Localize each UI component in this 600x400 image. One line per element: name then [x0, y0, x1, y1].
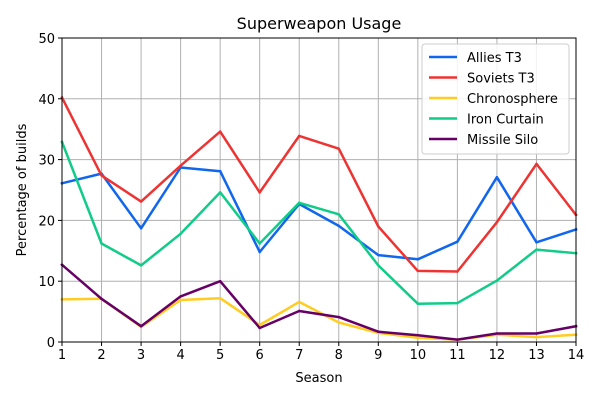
x-tick-label: 1 [58, 348, 66, 363]
x-tick-label: 2 [97, 348, 105, 363]
series-2-point [535, 335, 538, 339]
series-line-4 [60, 263, 578, 341]
series-1-point [416, 269, 420, 273]
legend-label: Iron Curtain [467, 113, 544, 128]
series-4-point [416, 334, 420, 337]
series-0-point [535, 241, 538, 244]
x-axis-title: Season [295, 371, 342, 386]
x-axis-ticks: 1 2 3 4 5 6 7 8 9 10 11 12 13 14 [58, 342, 584, 363]
x-tick-label: 3 [137, 348, 145, 363]
series-0-point [337, 224, 341, 228]
series-1-point [377, 225, 380, 228]
series-4-point [139, 324, 143, 328]
y-tick-label: 50 [38, 32, 55, 47]
legend-label: Soviets T3 [467, 72, 535, 87]
series-1-point [139, 200, 143, 203]
series-3-point [337, 213, 341, 216]
series-1-point [258, 191, 261, 194]
y-tick-label: 0 [47, 336, 55, 351]
plot-frame [61, 37, 577, 343]
x-tick-label: 11 [449, 348, 466, 363]
series-1-point [535, 162, 538, 166]
series-1-point [495, 220, 499, 224]
series-3-point [535, 248, 538, 251]
series-3-point [297, 201, 301, 205]
x-tick-label: 9 [374, 348, 382, 363]
series-3-point [495, 279, 499, 282]
y-tick-label: 10 [38, 275, 55, 290]
legend: Allies T3 Soviets T3 Chronosphere Iron Curt… [421, 43, 570, 155]
series-3-point [139, 264, 143, 267]
x-tick-label: 6 [256, 348, 264, 363]
x-tick-label: 14 [568, 348, 585, 363]
series-3-point [377, 264, 380, 267]
series-4-point [535, 332, 538, 335]
chart-title: Superweapon Usage [237, 14, 402, 33]
series-1-point [297, 134, 301, 138]
series-1-point [179, 164, 182, 167]
series-lines [60, 95, 578, 341]
legend-label: Allies T3 [467, 51, 522, 66]
legend-box [421, 43, 570, 155]
series-3-point [416, 302, 420, 305]
series-1-point [218, 130, 222, 133]
y-axis-title: Percentage of builds [15, 123, 30, 256]
series-line-1 [60, 95, 578, 273]
series-2-point [297, 300, 301, 304]
series-4-point [337, 315, 341, 319]
y-axis-ticks: 0 10 20 30 40 50 [38, 32, 62, 351]
series-2-point [416, 336, 420, 339]
series-0-point [377, 253, 380, 257]
series-4-point [100, 297, 103, 301]
series-0-point [495, 175, 499, 179]
x-tick-label: 13 [528, 348, 545, 363]
series-4-point [297, 309, 301, 313]
series-4-point [258, 326, 261, 330]
series-2-point [218, 296, 222, 300]
series-1-point [456, 270, 459, 273]
series-line-0 [60, 166, 578, 261]
series-2-point [337, 321, 341, 324]
x-tick-label: 10 [410, 348, 427, 363]
series-0-point [258, 250, 261, 254]
y-tick-label: 40 [38, 93, 55, 108]
x-tick-label: 5 [216, 348, 224, 363]
series-0-point [416, 258, 420, 261]
series-1-point [337, 147, 341, 150]
series-2-point [179, 298, 182, 302]
y-tick-label: 20 [38, 214, 55, 229]
series-3-point [100, 242, 103, 245]
series-4-point [179, 295, 182, 298]
x-tick-label: 12 [489, 348, 506, 363]
series-0-point [139, 227, 143, 230]
series-3-point [258, 242, 261, 245]
series-3-point [218, 191, 222, 194]
series-0-point [218, 169, 222, 173]
series-1-point [100, 174, 103, 177]
x-tick-label: 7 [295, 348, 303, 363]
y-tick-label: 30 [38, 154, 55, 169]
series-3-point [179, 232, 182, 236]
legend-label: Missile Silo [467, 133, 538, 148]
x-tick-label: 8 [335, 348, 343, 363]
series-4-point [495, 332, 499, 335]
series-0-point [456, 240, 459, 243]
legend-label: Chronosphere [467, 92, 558, 107]
series-line-3 [60, 140, 578, 305]
x-tick-label: 4 [176, 348, 184, 363]
series-4-point [218, 279, 222, 283]
series-3-point [456, 301, 459, 305]
series-4-point [377, 330, 380, 333]
series-4-point [456, 338, 459, 341]
